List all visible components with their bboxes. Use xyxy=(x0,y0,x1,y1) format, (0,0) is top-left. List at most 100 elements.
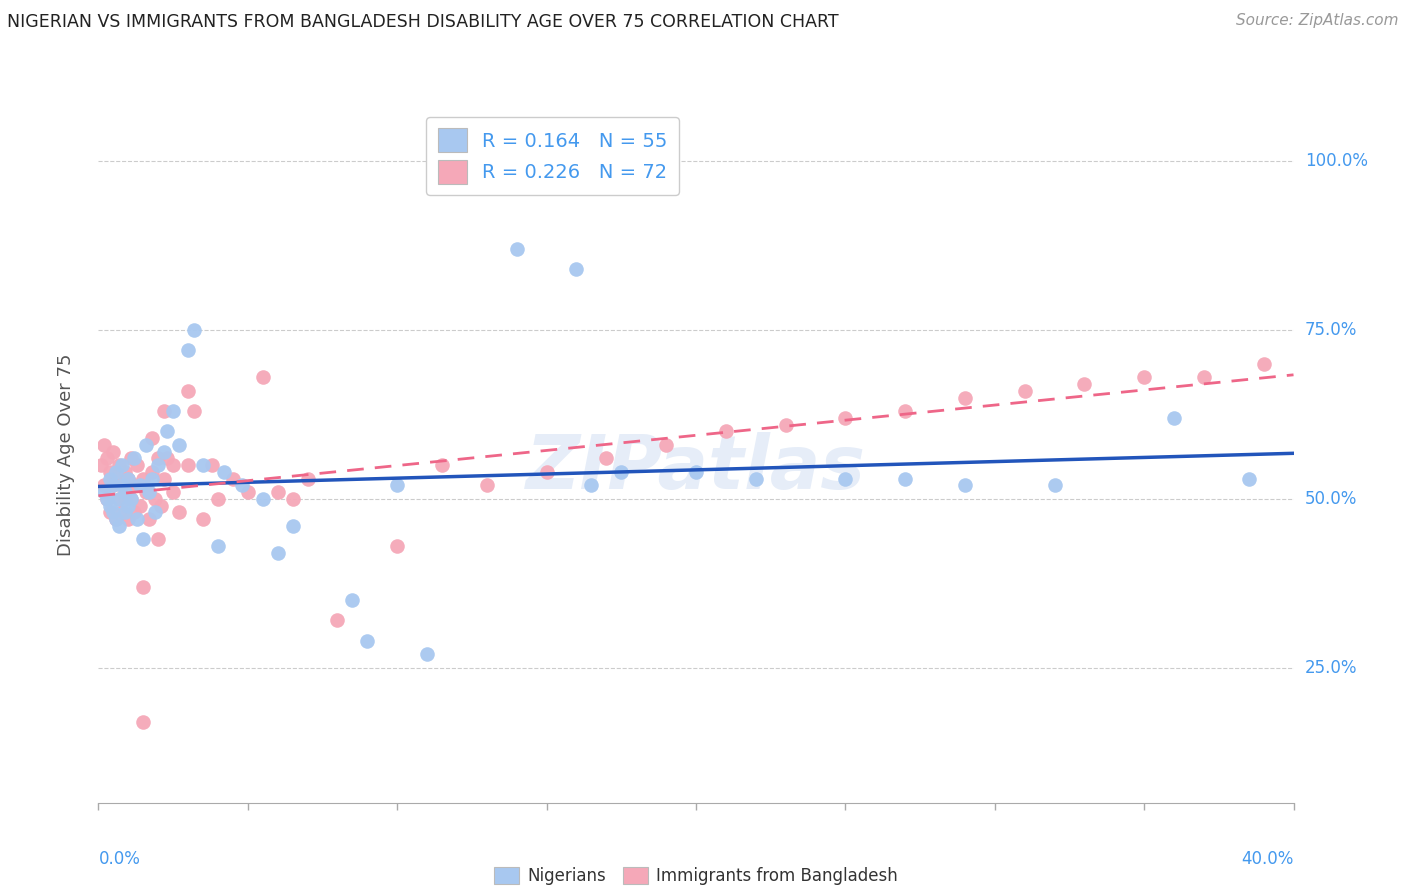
Point xyxy=(1253,357,1275,371)
Point xyxy=(167,505,190,519)
Point xyxy=(105,472,128,486)
Point xyxy=(114,485,136,500)
Point xyxy=(153,404,176,418)
Point xyxy=(953,391,976,405)
Point xyxy=(103,478,125,492)
Point xyxy=(1163,410,1185,425)
Point xyxy=(231,478,253,492)
Point xyxy=(138,485,160,500)
Point xyxy=(156,424,179,438)
Point xyxy=(212,465,235,479)
Point xyxy=(132,533,155,547)
Point xyxy=(162,485,184,500)
Text: 0.0%: 0.0% xyxy=(98,850,141,868)
Point xyxy=(132,580,155,594)
Point xyxy=(430,458,453,472)
Point xyxy=(162,404,184,418)
Point xyxy=(111,458,134,472)
Point xyxy=(98,505,122,519)
Point xyxy=(1192,370,1215,384)
Point xyxy=(1133,370,1156,384)
Point xyxy=(385,478,409,492)
Point xyxy=(124,451,146,466)
Point xyxy=(98,499,122,513)
Point xyxy=(536,465,558,479)
Point xyxy=(162,458,184,472)
Point xyxy=(153,444,176,458)
Point xyxy=(191,458,214,472)
Point xyxy=(114,491,136,506)
Point xyxy=(475,478,498,492)
Point xyxy=(108,519,131,533)
Point xyxy=(153,472,176,486)
Point xyxy=(135,485,157,500)
Point xyxy=(581,478,603,492)
Point xyxy=(93,438,115,452)
Point xyxy=(356,633,378,648)
Text: ZIPatlas: ZIPatlas xyxy=(526,433,866,506)
Point xyxy=(111,478,134,492)
Point xyxy=(148,451,170,466)
Point xyxy=(1043,478,1066,492)
Point xyxy=(281,491,304,506)
Point xyxy=(565,262,588,277)
Point xyxy=(267,485,290,500)
Point xyxy=(93,485,115,500)
Point xyxy=(191,512,214,526)
Point xyxy=(267,546,290,560)
Point xyxy=(108,491,131,506)
Text: 25.0%: 25.0% xyxy=(1305,658,1357,677)
Point xyxy=(120,491,142,506)
Point xyxy=(1237,472,1260,486)
Point xyxy=(610,465,633,479)
Point xyxy=(894,472,917,486)
Point xyxy=(141,465,163,479)
Point xyxy=(416,647,439,661)
Point xyxy=(117,472,139,486)
Point xyxy=(141,472,163,486)
Point xyxy=(120,451,142,466)
Point xyxy=(183,323,205,337)
Point xyxy=(98,472,122,486)
Point xyxy=(114,465,136,479)
Point xyxy=(117,512,139,526)
Point xyxy=(105,512,128,526)
Point xyxy=(252,491,274,506)
Point xyxy=(132,714,155,729)
Point xyxy=(342,593,364,607)
Point xyxy=(506,242,529,256)
Point xyxy=(201,458,224,472)
Point xyxy=(222,472,245,486)
Point xyxy=(111,478,134,492)
Point xyxy=(655,438,678,452)
Point xyxy=(148,533,170,547)
Point xyxy=(714,424,737,438)
Point xyxy=(177,384,200,398)
Point xyxy=(150,499,173,513)
Point xyxy=(135,438,157,452)
Point xyxy=(177,458,200,472)
Text: NIGERIAN VS IMMIGRANTS FROM BANGLADESH DISABILITY AGE OVER 75 CORRELATION CHART: NIGERIAN VS IMMIGRANTS FROM BANGLADESH D… xyxy=(7,13,838,31)
Point xyxy=(252,370,274,384)
Point xyxy=(124,478,146,492)
Legend: Nigerians, Immigrants from Bangladesh: Nigerians, Immigrants from Bangladesh xyxy=(488,860,904,891)
Point xyxy=(111,505,134,519)
Point xyxy=(96,491,118,506)
Point xyxy=(124,505,146,519)
Point xyxy=(132,472,155,486)
Point xyxy=(281,519,304,533)
Point xyxy=(1073,376,1095,391)
Point xyxy=(595,451,617,466)
Text: 40.0%: 40.0% xyxy=(1241,850,1294,868)
Point xyxy=(685,465,707,479)
Point xyxy=(138,512,160,526)
Point xyxy=(108,491,131,506)
Point xyxy=(103,478,125,492)
Point xyxy=(105,465,128,479)
Text: 75.0%: 75.0% xyxy=(1305,321,1357,339)
Point xyxy=(127,512,149,526)
Point xyxy=(114,505,136,519)
Point xyxy=(385,539,409,553)
Point xyxy=(1014,384,1036,398)
Point xyxy=(103,444,125,458)
